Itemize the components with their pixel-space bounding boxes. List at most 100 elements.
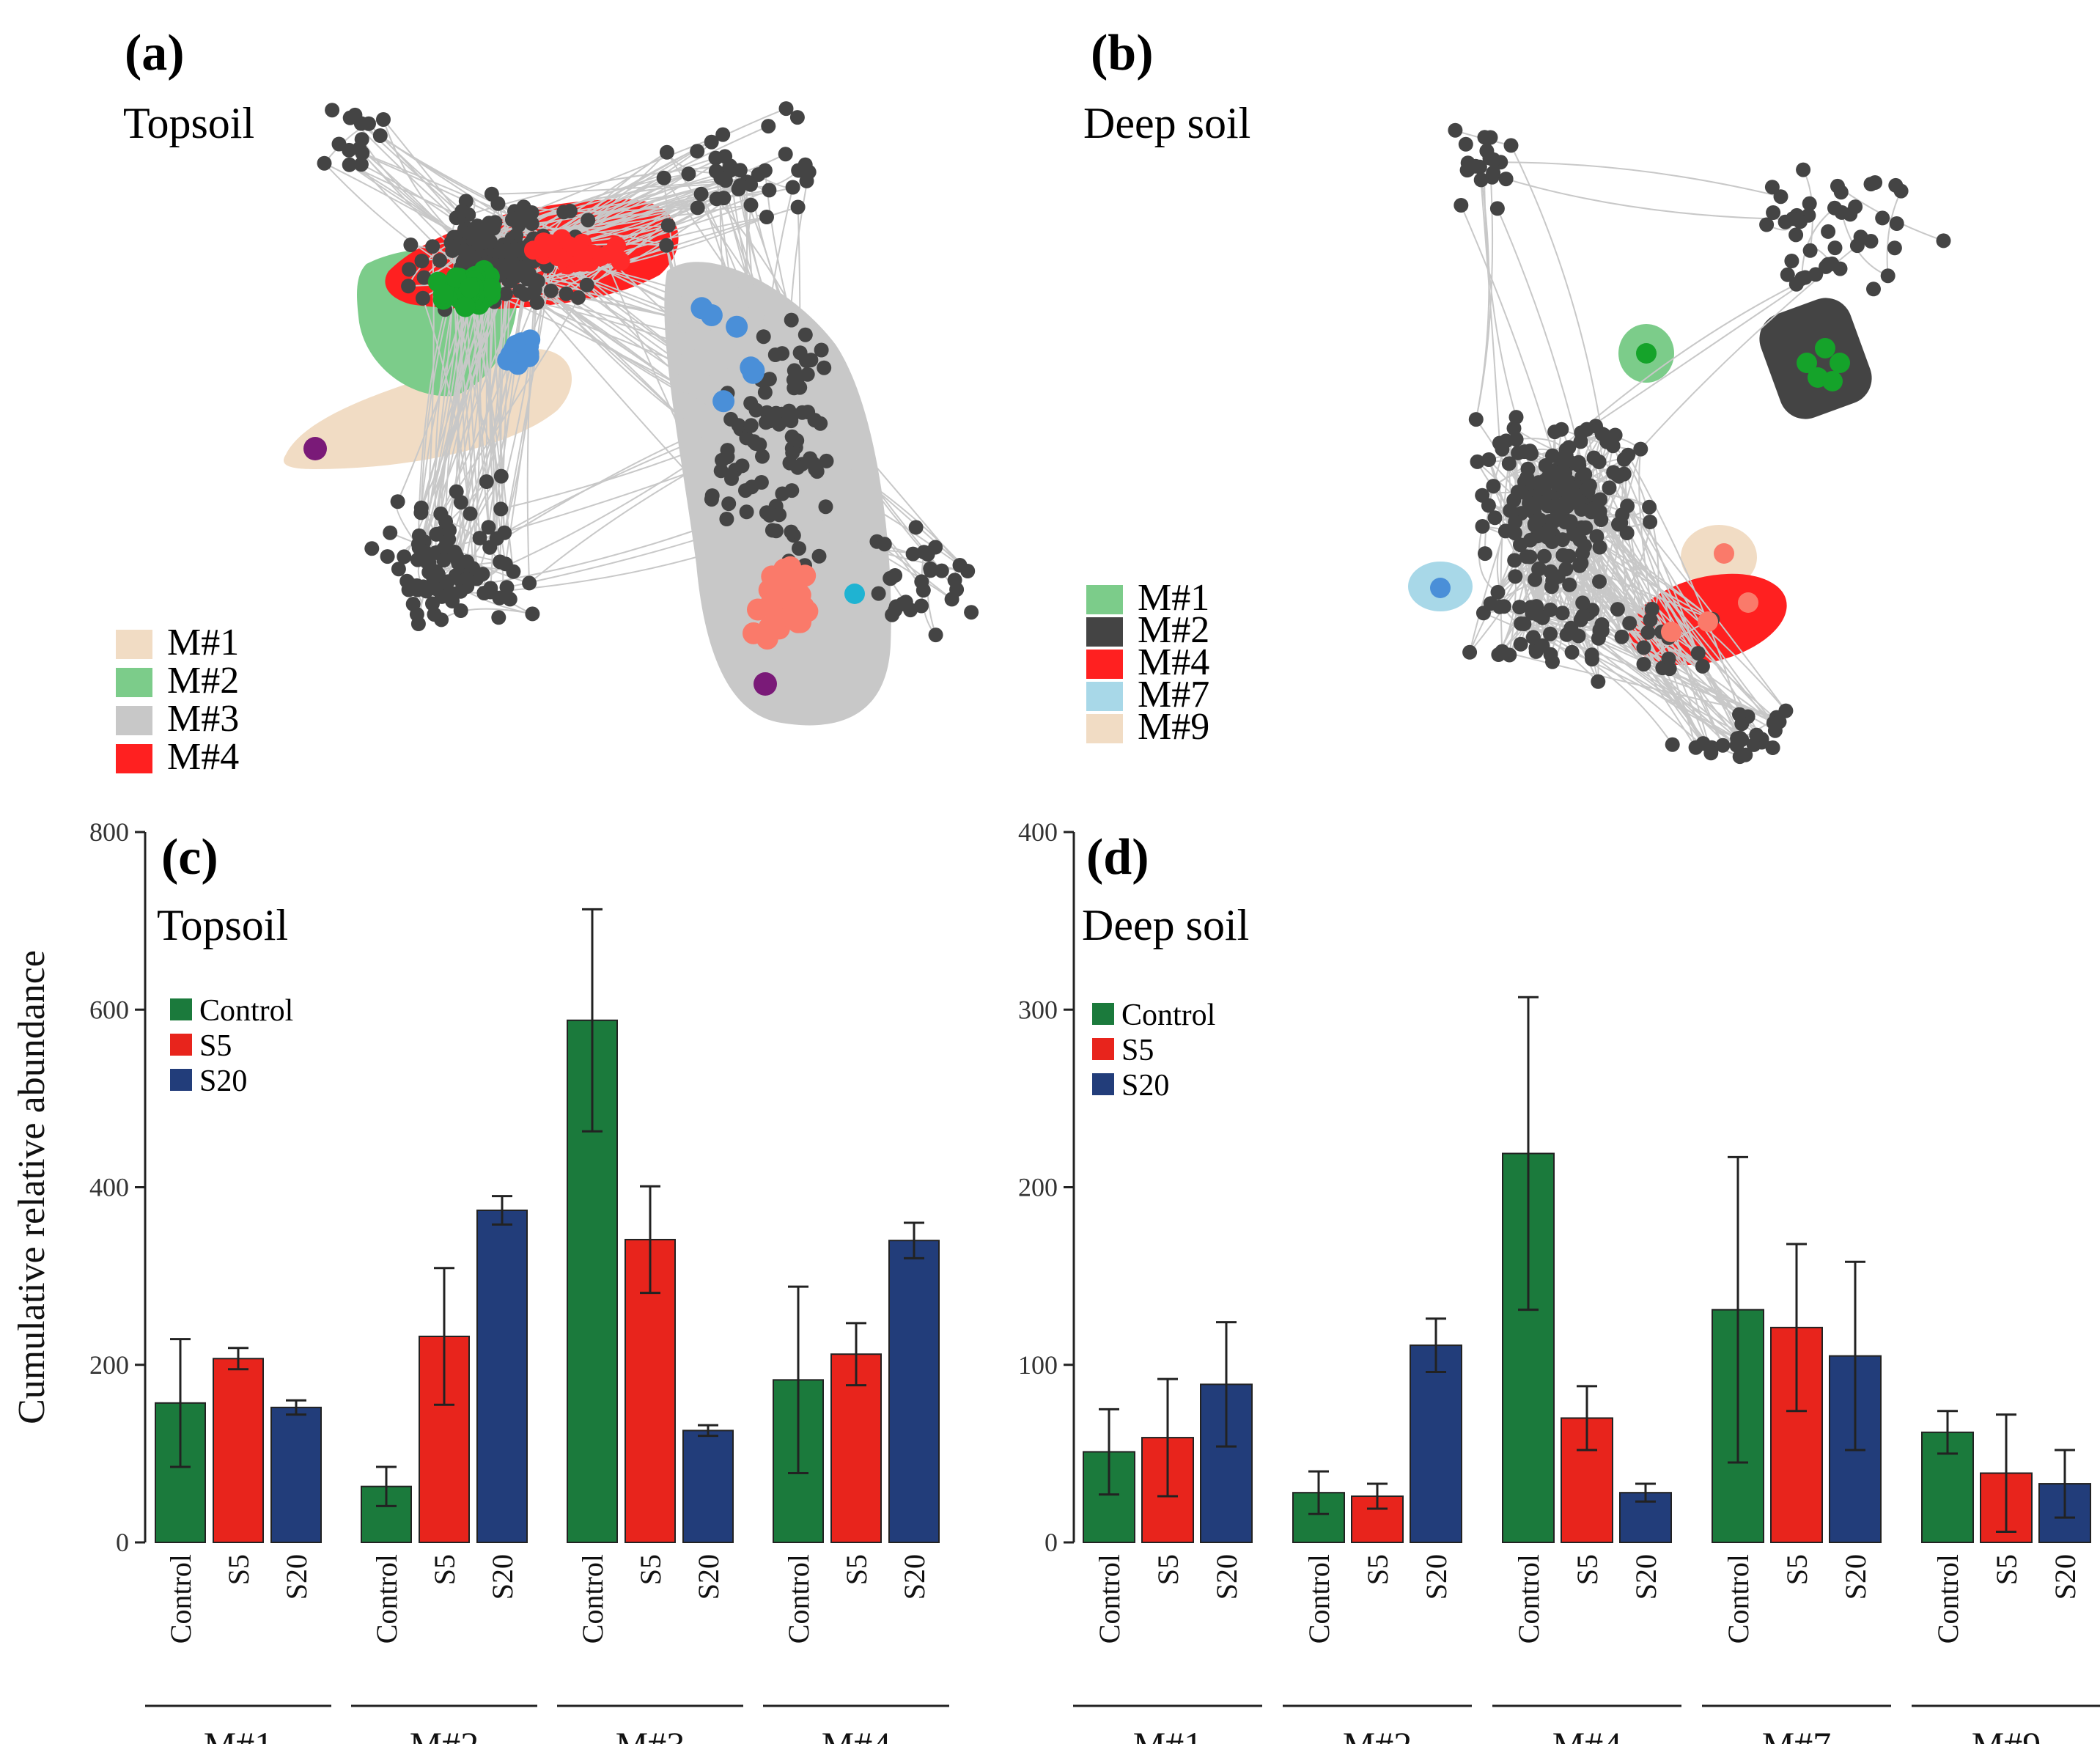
- network-node: [1866, 282, 1881, 297]
- module-group-label: M#1: [1133, 1724, 1202, 1744]
- network-node: [1555, 606, 1570, 621]
- network-edge: [1599, 629, 1738, 740]
- network-node: [704, 492, 719, 507]
- network-node: [1550, 569, 1566, 584]
- network-node: [952, 558, 968, 573]
- network-node: [1517, 617, 1532, 631]
- network-edge: [528, 423, 780, 584]
- network-node: [1498, 433, 1514, 449]
- network-node: [1880, 268, 1895, 284]
- legend-swatch: [1086, 682, 1123, 711]
- network-node: [556, 205, 572, 220]
- network-node: [767, 347, 783, 362]
- network-node: [790, 199, 806, 215]
- network-node: [797, 327, 813, 342]
- network-node: [543, 283, 559, 298]
- network-node: [1448, 122, 1463, 138]
- network-node: [715, 127, 731, 142]
- module-node: [1430, 578, 1451, 598]
- module-node: [567, 238, 587, 257]
- network-edge: [361, 152, 517, 219]
- network-node: [944, 592, 959, 607]
- network-node: [438, 514, 453, 529]
- network-node: [734, 458, 750, 474]
- network-node: [454, 204, 470, 219]
- network-node: [509, 210, 525, 226]
- network-node: [914, 574, 929, 589]
- network-edge: [715, 158, 792, 418]
- treatment-label: Control: [164, 1554, 197, 1644]
- network-node: [1525, 606, 1540, 621]
- legend-swatch: [116, 630, 152, 659]
- network-node: [713, 463, 729, 479]
- network-node: [1643, 515, 1658, 529]
- network-node: [1636, 657, 1651, 672]
- bar-s5-M1: [213, 1358, 264, 1543]
- network-node: [1848, 199, 1863, 215]
- network-node: [1766, 205, 1781, 220]
- network-edge: [739, 170, 754, 426]
- module-node: [1698, 611, 1718, 632]
- network-node: [738, 483, 753, 498]
- network-node: [759, 505, 774, 520]
- network-node: [1541, 523, 1557, 538]
- network-node: [499, 580, 515, 595]
- network-node: [784, 312, 799, 328]
- network-node: [410, 552, 425, 567]
- panel-subtitle: Topsoil: [157, 901, 288, 949]
- network-node: [372, 128, 388, 143]
- network-node: [415, 290, 430, 306]
- network-node: [481, 520, 496, 535]
- network-node: [317, 155, 332, 171]
- network-edge: [1510, 144, 1603, 435]
- network-edge: [1599, 511, 1741, 739]
- module-node: [690, 297, 713, 320]
- network-node: [508, 262, 523, 278]
- network-node: [759, 210, 774, 224]
- module-group-label: M#2: [1343, 1724, 1412, 1744]
- network-node: [718, 173, 733, 188]
- network-node: [391, 562, 406, 577]
- module-node: [1830, 353, 1850, 373]
- network-node: [1788, 227, 1804, 243]
- network-node: [491, 610, 506, 625]
- network-node: [1642, 499, 1657, 515]
- network-node: [789, 433, 805, 448]
- network-node: [1868, 175, 1883, 190]
- module-group-label: M#9: [1972, 1724, 2041, 1744]
- network-node: [376, 112, 391, 127]
- network-node: [1784, 254, 1799, 268]
- network-node: [732, 163, 748, 178]
- treatment-label: S20: [1839, 1554, 1872, 1600]
- network-node: [1475, 487, 1490, 503]
- network-node: [429, 526, 444, 542]
- treatment-label: S5: [1361, 1554, 1394, 1585]
- network-node: [1468, 412, 1484, 427]
- network-node: [479, 474, 494, 489]
- panel-letter: (c): [161, 829, 218, 886]
- treatment-label: S20: [1420, 1554, 1453, 1600]
- legend-deep-soil-network: M#1M#2M#4M#7M#9: [1086, 577, 1209, 748]
- network-node: [1695, 736, 1711, 751]
- panel-letter: (d): [1086, 829, 1149, 886]
- network-topsoil: (a) Topsoil M#1M#2M#3M#4: [116, 25, 979, 778]
- network-node: [746, 434, 762, 449]
- network-node: [403, 238, 419, 252]
- network-node: [690, 144, 705, 159]
- legend-swatch: [1086, 617, 1123, 647]
- treatment-label: S5: [634, 1554, 667, 1585]
- module-node: [726, 315, 748, 338]
- network-node: [757, 385, 773, 400]
- legend-label: S20: [199, 1064, 247, 1098]
- network-node: [817, 360, 832, 375]
- network-node: [656, 170, 671, 185]
- network-node: [1802, 196, 1817, 211]
- treatment-label: S5: [840, 1554, 873, 1585]
- network-node: [380, 549, 395, 564]
- network-node: [1695, 658, 1710, 674]
- module-group-label: M#7: [1762, 1724, 1831, 1744]
- network-node: [1531, 475, 1547, 490]
- y-tick-label: 400: [89, 1173, 129, 1202]
- network-edge: [1886, 191, 1902, 276]
